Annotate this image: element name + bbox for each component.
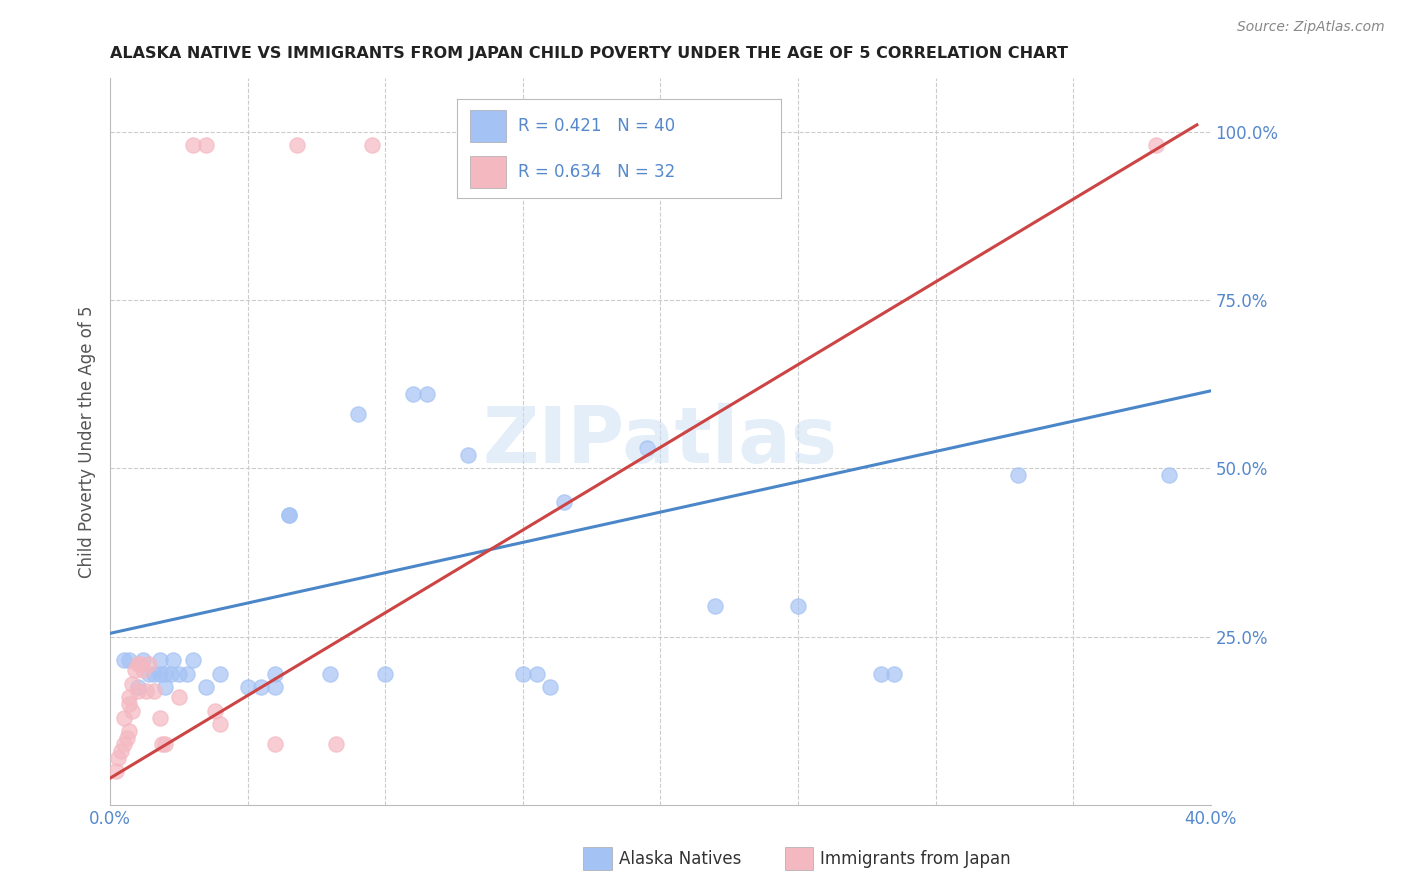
Point	[121, 677, 143, 691]
Point	[346, 408, 368, 422]
Point	[181, 138, 204, 153]
Point	[209, 666, 232, 681]
Point	[110, 744, 132, 758]
Point	[127, 657, 149, 671]
Point	[118, 723, 141, 738]
Text: Alaska Natives: Alaska Natives	[619, 850, 741, 868]
Point	[153, 680, 176, 694]
Point	[162, 653, 184, 667]
Point	[112, 710, 135, 724]
Point	[149, 710, 172, 724]
Text: Source: ZipAtlas.com: Source: ZipAtlas.com	[1237, 20, 1385, 34]
Point	[526, 666, 548, 681]
Point	[129, 657, 152, 671]
Point	[118, 690, 141, 705]
Point	[236, 680, 259, 694]
Text: ZIPatlas: ZIPatlas	[482, 403, 838, 479]
Point	[402, 387, 425, 401]
Point	[115, 731, 138, 745]
Point	[195, 138, 218, 153]
Point	[152, 738, 174, 752]
Point	[143, 683, 166, 698]
Point	[104, 764, 127, 779]
Point	[132, 653, 155, 667]
Point	[118, 653, 141, 667]
Point	[112, 738, 135, 752]
Point	[127, 680, 149, 694]
Y-axis label: Child Poverty Under the Age of 5: Child Poverty Under the Age of 5	[79, 305, 96, 578]
Point	[704, 599, 727, 614]
Point	[149, 653, 172, 667]
Point	[636, 441, 658, 455]
Text: ALASKA NATIVE VS IMMIGRANTS FROM JAPAN CHILD POVERTY UNDER THE AGE OF 5 CORRELAT: ALASKA NATIVE VS IMMIGRANTS FROM JAPAN C…	[110, 46, 1069, 62]
Point	[264, 666, 287, 681]
Point	[124, 664, 146, 678]
Point	[1159, 468, 1181, 483]
Point	[374, 666, 396, 681]
Point	[415, 387, 437, 401]
Point	[787, 599, 810, 614]
Point	[883, 666, 905, 681]
Point	[553, 495, 575, 509]
Point	[278, 508, 301, 523]
Point	[195, 680, 218, 694]
Point	[107, 751, 129, 765]
Point	[138, 657, 160, 671]
Point	[176, 666, 198, 681]
Point	[209, 717, 232, 731]
Point	[127, 683, 149, 698]
Point	[319, 666, 342, 681]
Point	[112, 653, 135, 667]
Point	[204, 704, 226, 718]
Point	[159, 666, 181, 681]
Point	[250, 680, 273, 694]
Point	[278, 508, 301, 523]
Point	[153, 738, 176, 752]
Point	[1144, 138, 1167, 153]
Point	[512, 666, 534, 681]
Point	[149, 666, 172, 681]
Point	[538, 680, 561, 694]
Point	[138, 666, 160, 681]
Point	[132, 664, 155, 678]
Point	[285, 138, 308, 153]
Point	[121, 704, 143, 718]
Point	[135, 683, 157, 698]
Point	[264, 738, 287, 752]
Point	[118, 697, 141, 711]
Point	[264, 680, 287, 694]
Point	[325, 738, 347, 752]
Point	[143, 666, 166, 681]
Point	[181, 653, 204, 667]
Point	[457, 448, 479, 462]
Point	[1007, 468, 1029, 483]
Text: Immigrants from Japan: Immigrants from Japan	[820, 850, 1011, 868]
Point	[869, 666, 891, 681]
Point	[153, 666, 176, 681]
Point	[167, 690, 190, 705]
Point	[360, 138, 382, 153]
Point	[167, 666, 190, 681]
